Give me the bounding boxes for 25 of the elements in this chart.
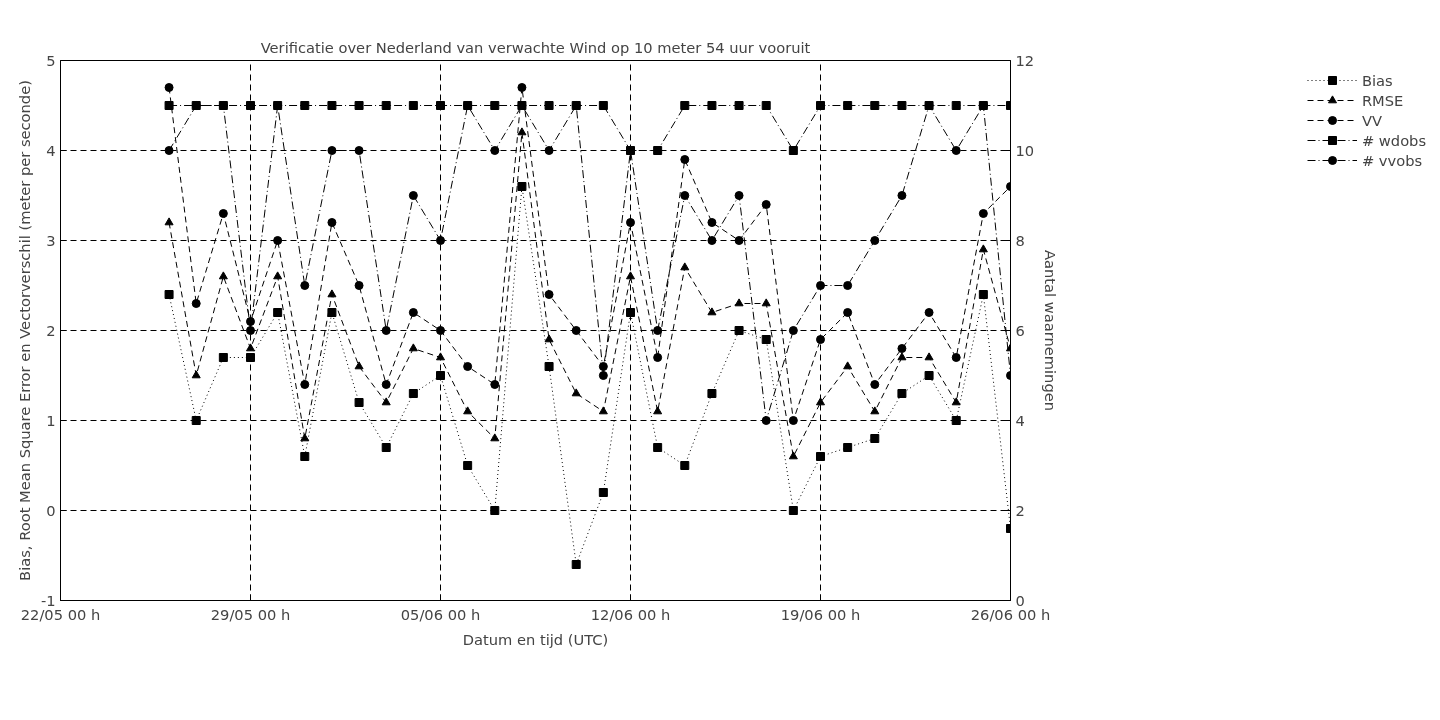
x-tick-label: 12/06 00 h bbox=[590, 605, 671, 623]
y-tick-label: 4 bbox=[46, 141, 56, 159]
y-axis-title: Bias, Root Mean Square Error en Vectorverschil (meter per seconde) bbox=[15, 80, 33, 581]
x-tick-label: 19/06 00 h bbox=[780, 605, 861, 623]
legend-label: # vvobs bbox=[1361, 150, 1423, 170]
y-tick-label: 5 bbox=[46, 51, 56, 69]
x-tick-label: 29/05 00 h bbox=[210, 605, 291, 623]
x-tick-label: 05/06 00 h bbox=[400, 605, 481, 623]
legend-label: RMSE bbox=[1361, 90, 1404, 110]
legend-label: # wdobs bbox=[1361, 130, 1427, 150]
y2-tick-label: 4 bbox=[1015, 411, 1025, 429]
y2-tick-label: 8 bbox=[1015, 231, 1025, 249]
legend-label: Bias bbox=[1361, 70, 1393, 90]
legend-label: VV bbox=[1361, 110, 1382, 130]
y-tick-label: 0 bbox=[46, 501, 56, 519]
y2-tick-label: 6 bbox=[1015, 321, 1025, 339]
y2-tick-label: 10 bbox=[1015, 141, 1035, 159]
y2-tick-label: 2 bbox=[1015, 501, 1025, 519]
x-axis-title: Datum en tijd (UTC) bbox=[462, 630, 609, 648]
y2-tick-label: 12 bbox=[1015, 51, 1035, 69]
y-tick-label: 1 bbox=[46, 411, 56, 429]
chart-title: Verificatie over Nederland van verwachte Wind op 10 meter 54 uur vooruit bbox=[260, 38, 811, 56]
y-tick-label: 2 bbox=[46, 321, 56, 339]
y2-axis-title: Aantal waarnemingen bbox=[1042, 249, 1060, 412]
y-tick-label: 3 bbox=[46, 231, 56, 249]
